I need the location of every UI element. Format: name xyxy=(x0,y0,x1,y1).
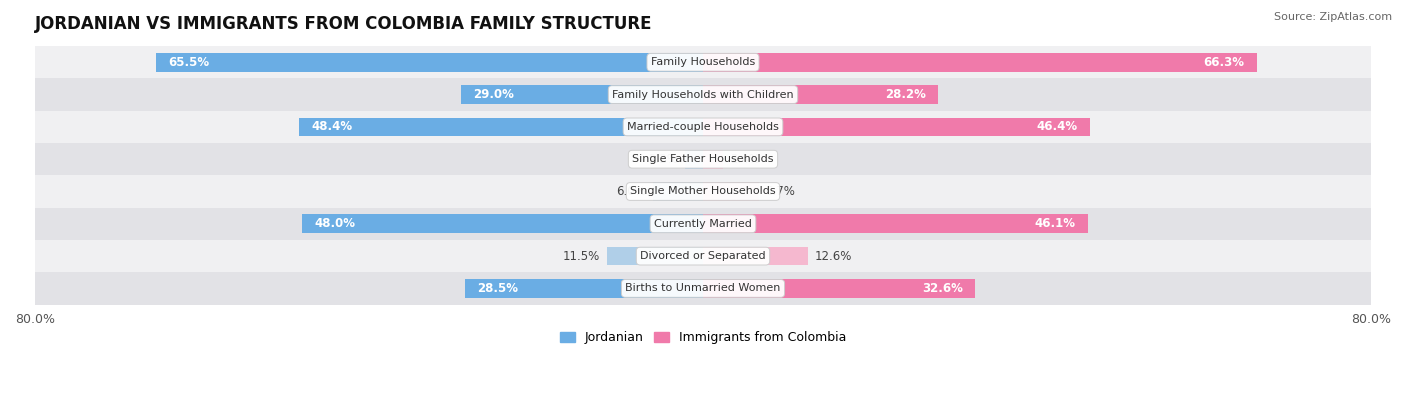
Bar xyxy=(703,118,1091,136)
Bar xyxy=(302,214,703,233)
Bar xyxy=(35,272,1371,305)
Text: 12.6%: 12.6% xyxy=(815,250,852,263)
Text: 65.5%: 65.5% xyxy=(169,56,209,69)
Text: 6.7%: 6.7% xyxy=(766,185,796,198)
Legend: Jordanian, Immigrants from Colombia: Jordanian, Immigrants from Colombia xyxy=(555,326,851,349)
Bar xyxy=(685,150,703,169)
Text: 66.3%: 66.3% xyxy=(1204,56,1244,69)
Text: Single Mother Households: Single Mother Households xyxy=(630,186,776,196)
Text: Divorced or Separated: Divorced or Separated xyxy=(640,251,766,261)
Text: 11.5%: 11.5% xyxy=(562,250,600,263)
Text: Married-couple Households: Married-couple Households xyxy=(627,122,779,132)
Bar xyxy=(35,46,1371,79)
Bar xyxy=(703,214,1088,233)
Text: 28.5%: 28.5% xyxy=(478,282,519,295)
Bar xyxy=(703,182,759,201)
Text: Births to Unmarried Women: Births to Unmarried Women xyxy=(626,284,780,293)
Text: JORDANIAN VS IMMIGRANTS FROM COLOMBIA FAMILY STRUCTURE: JORDANIAN VS IMMIGRANTS FROM COLOMBIA FA… xyxy=(35,15,652,33)
Bar xyxy=(156,53,703,71)
Text: 2.2%: 2.2% xyxy=(648,153,678,166)
Bar xyxy=(703,150,723,169)
Text: 32.6%: 32.6% xyxy=(922,282,963,295)
Text: 48.4%: 48.4% xyxy=(311,120,353,134)
Bar xyxy=(35,175,1371,208)
Bar xyxy=(461,85,703,104)
Bar xyxy=(35,240,1371,272)
Text: 2.4%: 2.4% xyxy=(730,153,759,166)
Bar xyxy=(607,247,703,265)
Bar xyxy=(703,279,976,298)
Bar xyxy=(35,79,1371,111)
Text: Single Father Households: Single Father Households xyxy=(633,154,773,164)
Bar xyxy=(652,182,703,201)
Text: 46.1%: 46.1% xyxy=(1035,217,1076,230)
Bar xyxy=(703,247,808,265)
Bar xyxy=(299,118,703,136)
Text: 29.0%: 29.0% xyxy=(474,88,515,101)
Text: Currently Married: Currently Married xyxy=(654,219,752,229)
Text: 6.0%: 6.0% xyxy=(616,185,647,198)
Bar xyxy=(703,53,1257,71)
Text: Source: ZipAtlas.com: Source: ZipAtlas.com xyxy=(1274,12,1392,22)
Bar xyxy=(35,143,1371,175)
Text: 28.2%: 28.2% xyxy=(884,88,927,101)
Bar xyxy=(465,279,703,298)
Bar xyxy=(35,111,1371,143)
Text: 48.0%: 48.0% xyxy=(315,217,356,230)
Bar xyxy=(703,85,938,104)
Text: Family Households: Family Households xyxy=(651,57,755,67)
Bar xyxy=(35,208,1371,240)
Text: Family Households with Children: Family Households with Children xyxy=(612,90,794,100)
Text: 46.4%: 46.4% xyxy=(1036,120,1078,134)
